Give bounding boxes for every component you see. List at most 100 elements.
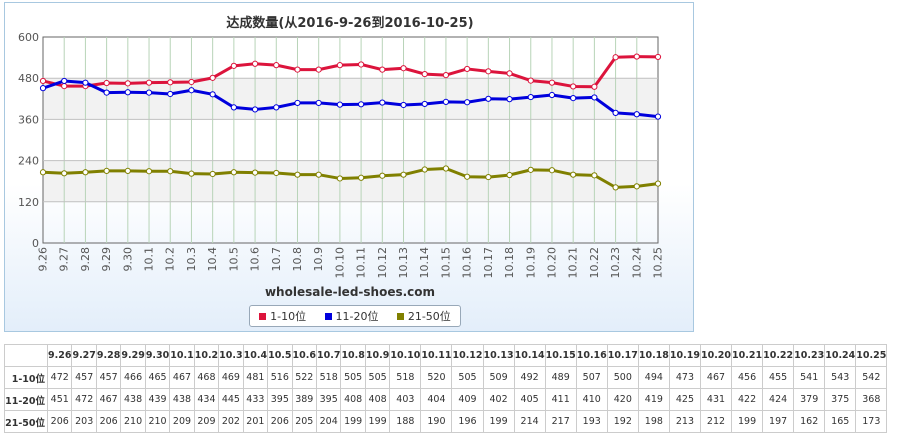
table-cell: 505: [451, 366, 484, 389]
data-point: [570, 83, 577, 90]
table-cell: 542: [855, 366, 888, 389]
data-point: [336, 62, 343, 69]
table-cell: 165: [824, 410, 857, 433]
table-cell: 209: [193, 410, 220, 433]
data-point: [315, 171, 322, 178]
table-cell: 193: [575, 410, 608, 433]
table-header-row: 9.26 9.27 9.28 9.29 9.30 10.1 10.2 10.3 10.4 10.5…: [4, 344, 888, 367]
data-point: [230, 169, 237, 176]
table-column-header: 9.26: [46, 344, 73, 367]
x-tick-label: 10.24: [630, 247, 643, 279]
data-point: [82, 169, 89, 176]
table-cell: 404: [420, 388, 453, 411]
data-point: [358, 61, 365, 68]
data-point: [167, 90, 174, 98]
table-column-header: 10.22: [762, 344, 795, 367]
table-cell: 522: [291, 366, 317, 389]
table-cell: 405: [513, 388, 546, 411]
data-point: [654, 180, 662, 187]
table-cell: 467: [169, 366, 195, 389]
data-point: [358, 101, 365, 108]
legend-item[interactable]: 1-10位: [259, 308, 306, 324]
table-column-header: 10.20: [699, 344, 733, 367]
data-point: [315, 66, 322, 73]
table-cell: 489: [544, 366, 577, 389]
data-point: [209, 170, 216, 178]
table-cell: 203: [71, 410, 97, 433]
table-column-header: 10.21: [731, 344, 764, 367]
data-point: [230, 62, 237, 69]
table-column-header: 10.15: [544, 344, 577, 367]
data-point: [251, 169, 259, 176]
table-cell: 368: [855, 388, 888, 411]
table-cell: 214: [513, 410, 546, 433]
data-point: [464, 99, 471, 106]
data-point: [548, 167, 556, 174]
table-column-header: 10.4: [242, 344, 269, 367]
data-point: [612, 109, 619, 116]
data-point: [188, 170, 195, 177]
table-cell: 481: [242, 366, 269, 389]
table-cell: 439: [144, 388, 171, 411]
table-cell: 395: [267, 388, 293, 411]
table-cell: 422: [731, 388, 764, 411]
table-cell: 402: [482, 388, 515, 411]
legend-item[interactable]: 11-20位: [324, 308, 378, 324]
data-point: [145, 89, 153, 96]
table-cell: 411: [544, 388, 577, 411]
data-point: [273, 62, 280, 69]
legend: 1-10位 11-20位 21-50位: [249, 305, 461, 327]
x-tick-label: 9.29: [100, 247, 113, 272]
table-cell: 457: [95, 366, 122, 389]
x-tick-label: 10.8: [291, 247, 304, 272]
data-point: [167, 79, 174, 86]
table-cell: 409: [451, 388, 484, 411]
data-point: [442, 98, 450, 105]
table-cell: 210: [144, 410, 171, 433]
data-point: [612, 54, 619, 61]
data-point: [527, 166, 534, 173]
table-cell: 420: [606, 388, 639, 411]
data-point: [273, 104, 280, 111]
x-tick-label: 10.18: [503, 247, 516, 279]
table-cell: 451: [46, 388, 73, 411]
table-cell: 410: [575, 388, 608, 411]
x-tick-label: 10.13: [397, 247, 410, 279]
table-column-header: 9.27: [71, 344, 97, 367]
x-tick-label: 10.3: [185, 247, 198, 272]
y-tick-label: 240: [18, 155, 39, 168]
table-cell: 196: [451, 410, 484, 433]
data-point: [230, 104, 237, 111]
table-cell: 419: [637, 388, 670, 411]
data-point: [251, 60, 259, 67]
x-tick-label: 9.30: [121, 247, 134, 272]
watermark: wholesale-led-shoes.com: [265, 285, 435, 299]
data-point: [421, 166, 428, 173]
table-column-header: 10.14: [513, 344, 546, 367]
table-cell: 190: [420, 410, 453, 433]
legend-item[interactable]: 21-50位: [396, 308, 451, 324]
table-cell: 516: [267, 366, 293, 389]
table-cell: 492: [513, 366, 546, 389]
data-point: [548, 79, 556, 86]
table-cell: 188: [389, 410, 422, 433]
table-cell: 445: [218, 388, 244, 411]
table-cell: 389: [291, 388, 317, 411]
table-column-header: 10.18: [637, 344, 670, 367]
table-cell: 434: [193, 388, 220, 411]
table-cell: 173: [855, 410, 888, 433]
table-corner: [4, 344, 48, 367]
data-point: [591, 172, 598, 179]
data-point: [39, 85, 47, 92]
data-point: [506, 96, 513, 103]
x-tick-label: 10.14: [418, 247, 431, 279]
table-cell: 466: [120, 366, 146, 389]
table-cell: 206: [46, 410, 73, 433]
legend-label: 21-50位: [407, 310, 451, 323]
table-cell: 467: [699, 366, 733, 389]
chart-panel: 达成数量(从2016-9-26到2016-10-25) 0 120 240 360 48…: [4, 2, 694, 332]
table-cell: 465: [144, 366, 171, 389]
data-point: [294, 99, 301, 107]
table-column-header: 10.17: [606, 344, 639, 367]
table-cell: 408: [364, 388, 391, 411]
